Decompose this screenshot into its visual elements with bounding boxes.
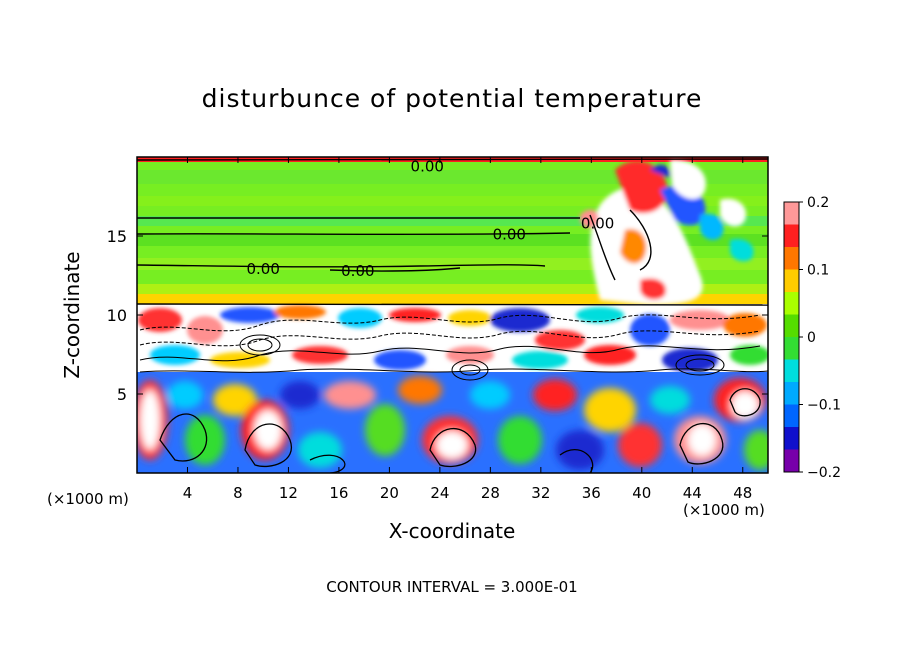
x-tick-label: 16 — [329, 484, 348, 502]
x-tick-label: 36 — [582, 484, 601, 502]
band-contours — [139, 314, 768, 381]
colorbar-tick-label: 0 — [807, 330, 816, 346]
contour-label: 0.00 — [411, 157, 444, 175]
contour-label: 0.00 — [341, 262, 374, 280]
colorbar-swatch — [784, 224, 799, 248]
lower-contours — [159, 388, 761, 473]
x-tick-label: 48 — [733, 484, 752, 502]
x-tick-label: 4 — [183, 484, 193, 502]
colorbar-tick-label: −0.2 — [807, 465, 841, 481]
chart-title: disturbunce of potential temperature — [201, 84, 703, 113]
colorbar-tick-label: 0.1 — [807, 263, 829, 279]
contour-label: 0.00 — [581, 214, 614, 232]
colorbar-swatch — [784, 269, 799, 293]
x-axis-ticks: 4 8 12 16 20 24 28 32 36 40 44 48 — [183, 157, 752, 502]
colorbar-ticks: 0.2 0.1 0 −0.1 −0.2 — [799, 195, 841, 481]
contour-interval-note: CONTOUR INTERVAL = 3.000E-01 — [326, 578, 578, 596]
colorbar-swatch — [784, 202, 799, 225]
contour-labels: 0.00 0.00 0.00 0.00 0.00 — [246, 157, 614, 279]
x-tick-label: 8 — [233, 484, 243, 502]
colorbar-swatch — [784, 292, 799, 315]
colorbar-swatch — [784, 337, 799, 360]
colorbar-swatch — [784, 359, 799, 383]
y-tick-label: 10 — [107, 306, 127, 325]
colorbar — [783, 201, 800, 473]
y-axis-ticks: 5 10 15 — [107, 227, 768, 404]
y-tick-label: 5 — [117, 385, 127, 404]
colorbar-swatch — [784, 449, 799, 473]
contour-label: 0.00 — [246, 260, 279, 278]
colorbar-swatch — [784, 247, 799, 270]
contour-lines — [137, 158, 768, 306]
y-axis-label: Z-coordinate — [60, 251, 84, 379]
colorbar-swatch — [784, 427, 799, 450]
x-tick-label: 40 — [632, 484, 651, 502]
x-tick-label: 44 — [683, 484, 702, 502]
x-tick-label: 24 — [430, 484, 449, 502]
colorbar-tick-label: −0.1 — [807, 398, 841, 414]
colorbar-swatch — [784, 382, 799, 405]
colorbar-swatch — [784, 314, 799, 338]
contour-label: 0.00 — [493, 225, 526, 243]
x-tick-label: 20 — [380, 484, 399, 502]
y-tick-label: 15 — [107, 227, 127, 246]
x-axis-label: X-coordinate — [388, 519, 516, 543]
z-unit-label: (×1000 m) — [47, 490, 129, 508]
x-tick-label: 12 — [279, 484, 298, 502]
x-tick-label: 32 — [531, 484, 550, 502]
x-unit-label: (×1000 m) — [683, 501, 765, 519]
plot-field — [137, 157, 768, 473]
colorbar-tick-label: 0.2 — [807, 195, 829, 211]
colorbar-swatch — [784, 404, 799, 428]
x-tick-label: 28 — [481, 484, 500, 502]
